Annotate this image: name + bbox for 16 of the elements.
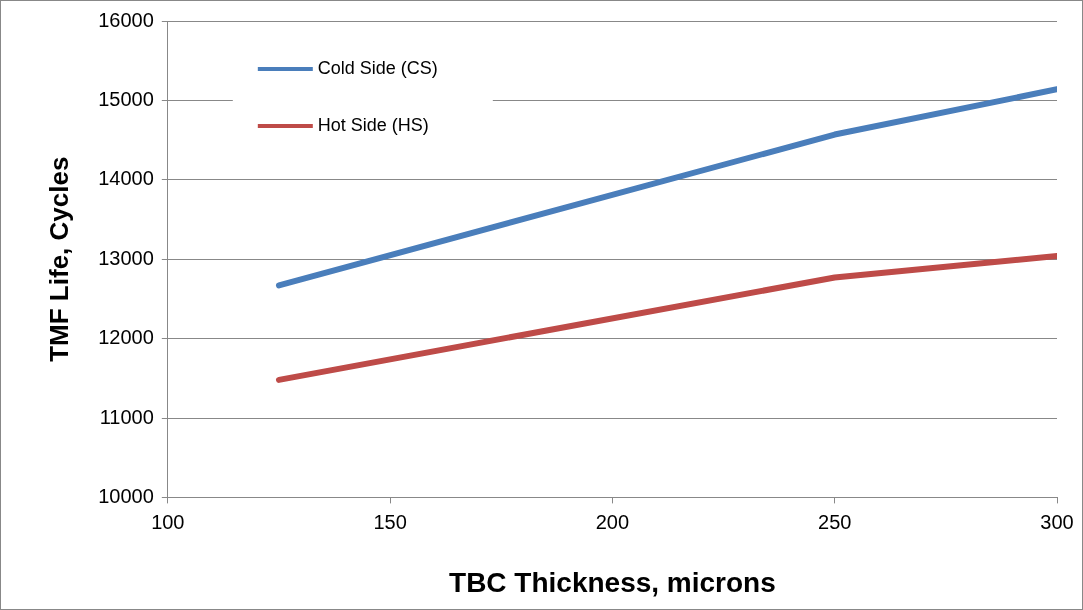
x-tick-label: 100 bbox=[151, 510, 185, 533]
legend-label: Hot Side (HS) bbox=[317, 114, 429, 135]
y-tick-label: 11000 bbox=[99, 405, 154, 428]
y-tick-label: 10000 bbox=[98, 484, 154, 507]
y-tick-label: 13000 bbox=[98, 246, 154, 269]
y-tick-label: 15000 bbox=[98, 87, 154, 110]
y-axis-title: TMF Life, Cycles bbox=[43, 156, 74, 362]
x-tick-label: 150 bbox=[373, 510, 407, 533]
x-tick-label: 250 bbox=[818, 510, 852, 533]
x-tick-label: 200 bbox=[595, 510, 630, 533]
y-tick-label: 12000 bbox=[98, 326, 154, 349]
legend-label: Cold Side (CS) bbox=[317, 57, 438, 78]
y-tick-label: 14000 bbox=[98, 167, 154, 190]
x-tick-label: 300 bbox=[1040, 510, 1074, 533]
y-tick-label: 16000 bbox=[98, 8, 154, 31]
x-axis-title: TBC Thickness, microns bbox=[449, 566, 776, 598]
